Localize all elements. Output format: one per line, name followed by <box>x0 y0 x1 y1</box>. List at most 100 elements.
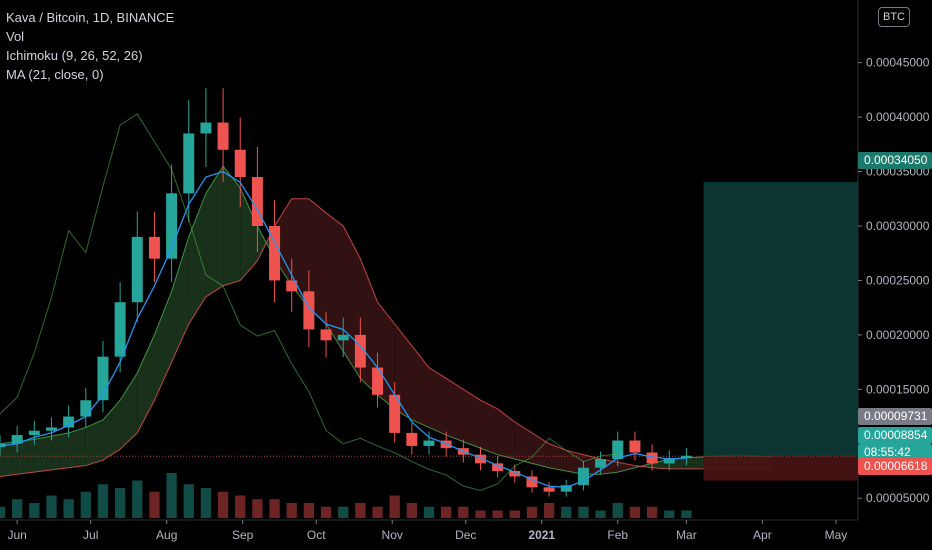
candle-body <box>337 334 349 341</box>
volume-bar <box>12 499 23 518</box>
ichimoku-cloud <box>0 165 773 477</box>
volume-bar <box>252 499 263 518</box>
cloud-segment <box>463 389 481 449</box>
volume-bar <box>303 503 315 518</box>
candle <box>423 431 435 455</box>
cloud-segment <box>17 439 35 475</box>
cloud-segment <box>171 236 189 363</box>
x-tick-label: Nov <box>382 528 403 542</box>
candle-body <box>286 280 298 292</box>
candle-body <box>234 149 246 177</box>
volume-bar <box>475 510 486 518</box>
candle <box>680 448 692 466</box>
volume-bar <box>320 506 332 518</box>
candle-body <box>543 487 555 492</box>
candle-body <box>492 463 504 471</box>
candle <box>286 258 298 313</box>
candle-body <box>474 454 486 464</box>
volume-bar <box>46 495 57 518</box>
candle-body <box>200 122 212 134</box>
long-position-tool[interactable] <box>0 181 858 481</box>
candle-body <box>63 416 75 428</box>
volume-bar <box>63 499 74 518</box>
countdown-tag: 08:55:42 <box>858 444 932 461</box>
volume-bar <box>80 491 91 518</box>
x-tick-label: Dec <box>455 528 476 542</box>
indicator-ma[interactable]: MA (21, close, 0) <box>6 67 104 82</box>
indicator-ichimoku[interactable]: Ichimoku (9, 26, 52, 26) <box>6 48 143 63</box>
candle-body <box>663 457 675 464</box>
cloud-segment <box>188 193 206 324</box>
y-tick-label: 0.00030000 <box>866 219 930 233</box>
price-axis[interactable]: 0.000450000.000400000.000350000.00030000… <box>858 56 930 506</box>
volume-bar <box>526 506 538 518</box>
candle-body <box>354 334 366 368</box>
candle-body <box>372 367 384 395</box>
volume-bar <box>355 503 366 518</box>
ma-line <box>0 170 687 488</box>
candle <box>45 417 57 441</box>
candle <box>114 282 126 373</box>
cloud-segment <box>240 187 258 281</box>
cloud-segment <box>429 367 447 436</box>
volume-bar <box>114 488 126 518</box>
x-tick-label: Aug <box>156 528 177 542</box>
candle <box>389 382 401 443</box>
time-axis[interactable]: Jun Jul Aug Sep Oct Nov Dec 2021 Feb Mar Apr May <box>7 520 847 542</box>
candle <box>28 420 40 445</box>
cloud-segment <box>51 432 69 470</box>
candle-body <box>526 476 538 488</box>
cloud-segment <box>497 408 515 460</box>
cloud-segment <box>326 212 344 352</box>
candle-body <box>612 440 624 460</box>
candle-body <box>646 452 658 464</box>
volume-bar <box>149 491 160 518</box>
candle-body <box>80 400 92 417</box>
candle <box>543 482 555 497</box>
candle-body <box>217 122 229 150</box>
candle <box>303 270 315 348</box>
volume-bar <box>235 495 246 518</box>
candle-body <box>183 133 195 194</box>
high-price-tag: 0.00009731 <box>858 408 932 425</box>
cloud-segment <box>68 427 86 468</box>
cloud-segment <box>85 419 103 466</box>
x-tick-label: Apr <box>753 528 772 542</box>
candle <box>577 460 589 491</box>
volume-bar <box>423 506 435 518</box>
volume-bar <box>664 510 675 518</box>
volume-bar <box>372 506 383 518</box>
volume-bar <box>0 506 6 518</box>
volume-bar <box>646 506 658 518</box>
y-tick-label: 0.00040000 <box>866 110 930 124</box>
candle-body <box>629 440 641 453</box>
cloud-segment <box>686 456 704 469</box>
volume-bar <box>492 510 503 518</box>
y-tick-label: 0.00045000 <box>866 56 930 70</box>
indicator-volume[interactable]: Vol <box>6 29 25 44</box>
currency-button[interactable]: BTC <box>878 7 910 27</box>
volume-bar <box>97 484 109 518</box>
cloud-segment <box>514 422 532 464</box>
candle <box>320 311 332 358</box>
volume-bar <box>389 495 400 518</box>
candle-body <box>97 356 109 401</box>
candle <box>166 164 178 283</box>
candle <box>663 450 675 471</box>
x-tick-label: Oct <box>307 528 326 542</box>
candle <box>200 88 212 167</box>
candle-body <box>166 193 178 259</box>
candle-body <box>423 440 435 446</box>
volume-bar <box>286 503 297 518</box>
candle <box>526 470 538 493</box>
candle <box>492 456 504 478</box>
x-tick-label: May <box>825 528 848 542</box>
leading-span-b <box>0 198 773 477</box>
candle-body <box>509 471 521 477</box>
stop-price-tag: 0.00006618 <box>858 458 932 475</box>
candle-body <box>28 430 40 436</box>
symbol-title[interactable]: Kava / Bitcoin, 1D, BINANCE <box>6 10 175 25</box>
volume-bar <box>681 510 692 518</box>
volume-bar <box>166 473 177 518</box>
